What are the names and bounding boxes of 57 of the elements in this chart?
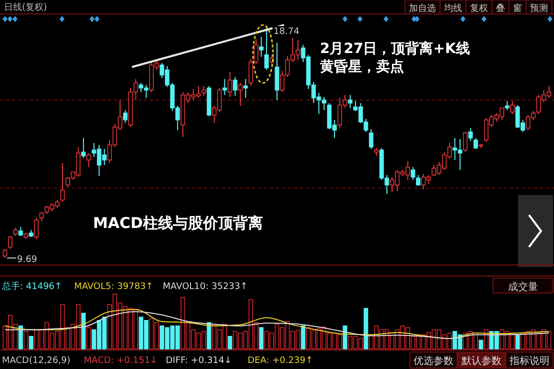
candlestick <box>238 82 243 106</box>
candlestick <box>259 36 264 58</box>
candlestick <box>410 166 416 180</box>
text: DIFF: +0.314↓ <box>166 356 232 366</box>
candlestick <box>222 78 227 96</box>
candlestick <box>264 26 269 70</box>
text: DEA: +0.239↑ <box>248 356 313 366</box>
bar <box>478 340 484 350</box>
candlestick <box>416 174 420 186</box>
text: 默认参数 <box>460 355 502 367</box>
candlestick <box>228 71 232 98</box>
bar <box>228 336 232 350</box>
candlestick <box>60 162 65 203</box>
candlestick <box>81 138 86 158</box>
bar <box>18 326 23 350</box>
text: MAVOL10: 35233↑ <box>162 282 248 292</box>
candlestick <box>368 128 374 150</box>
bar <box>86 327 91 350</box>
bar <box>515 334 520 350</box>
candlestick <box>8 236 12 250</box>
text: 窗 <box>513 3 522 14</box>
text: 均线 <box>443 3 462 14</box>
text: 预测 <box>530 3 548 14</box>
annotation: 2月27日，顶背离+K线黄昏星，卖点 <box>319 40 470 75</box>
text: 指标说明 <box>508 355 550 367</box>
candlestick <box>468 128 473 142</box>
bar <box>81 312 86 350</box>
candlestick <box>18 226 23 237</box>
text: 叠 <box>496 3 505 14</box>
candlestick <box>474 138 478 150</box>
bar <box>300 326 306 350</box>
text: 成交量 <box>508 281 538 293</box>
candlestick <box>123 109 128 124</box>
bar <box>259 327 264 350</box>
text: MACD: +0.151↓ <box>84 356 158 366</box>
text: 加自选 <box>409 3 436 14</box>
text: 日线(复权) <box>4 2 48 13</box>
candlestick <box>202 85 206 96</box>
annotation: MACD柱线与股价顶背离 <box>93 214 263 232</box>
annotation: 18.74 <box>274 27 300 37</box>
candlestick <box>34 217 39 240</box>
bar <box>364 308 368 350</box>
text: MACD(12,26,9) <box>2 356 70 366</box>
text: MAVOL5: 39783↑ <box>74 282 154 292</box>
bar <box>28 336 34 350</box>
candlestick <box>463 131 468 153</box>
text: 优选参数 <box>414 355 454 367</box>
text: 复权 <box>470 3 488 14</box>
bar <box>24 331 28 350</box>
candlestick <box>274 42 280 100</box>
candlestick <box>348 94 352 108</box>
candlestick <box>232 76 238 96</box>
candlestick <box>86 152 91 168</box>
candlestick <box>243 78 248 98</box>
annotation: 9.69 <box>17 255 38 265</box>
text: 总手: 41496↑ <box>1 281 62 292</box>
candlestick <box>510 100 515 115</box>
